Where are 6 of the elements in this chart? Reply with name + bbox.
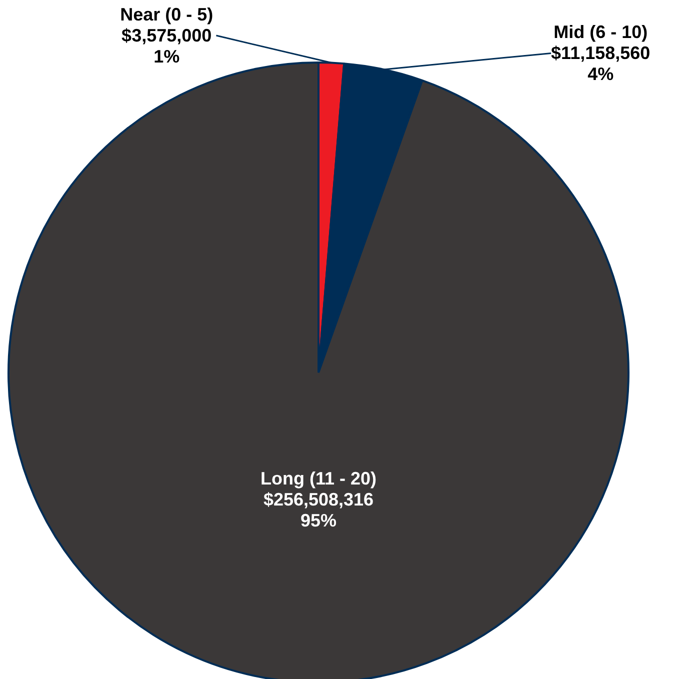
slice-label: Mid (6 - 10) xyxy=(554,22,648,42)
data-label: $3,575,000 1% xyxy=(122,26,212,67)
data-label: $256,508,316 95% xyxy=(263,490,374,531)
slice-label: Long (11 - 20) xyxy=(260,468,377,489)
data-label: $11,158,560 4% xyxy=(551,43,650,84)
slice-label: Near (0 - 5) xyxy=(120,4,214,25)
